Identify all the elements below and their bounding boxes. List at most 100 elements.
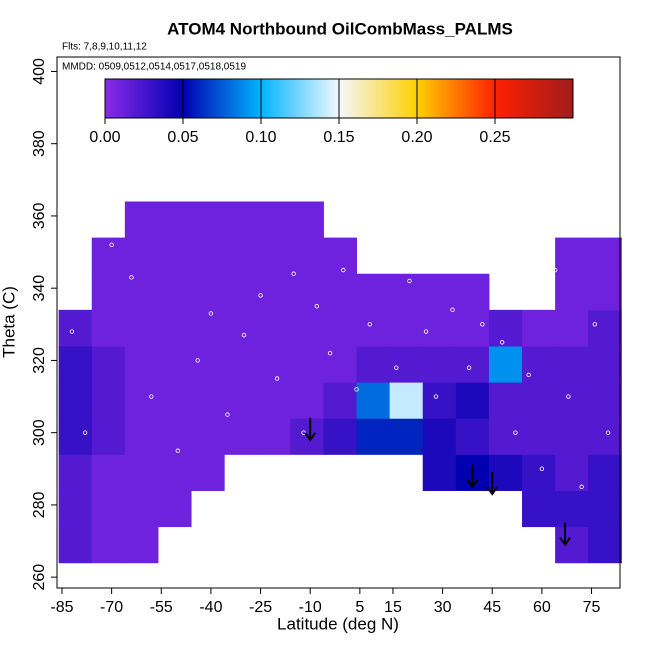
- heatmap-cell: [224, 237, 258, 275]
- y-tick-label: 360: [31, 202, 48, 229]
- heatmap-cell: [157, 237, 192, 275]
- heatmap-cell: [555, 273, 589, 311]
- heatmap-cell: [224, 345, 258, 383]
- heatmap-cell: [58, 526, 93, 564]
- x-tick-label: -55: [150, 599, 173, 616]
- heatmap-cell: [191, 382, 225, 419]
- heatmap-cell: [58, 418, 93, 455]
- heatmap-cell: [91, 526, 126, 564]
- flight-point: [499, 340, 505, 345]
- flight-point: [149, 394, 154, 399]
- heatmap-cell: [257, 201, 291, 239]
- heatmap-cell: [91, 273, 126, 311]
- heatmap-cell: [488, 345, 523, 383]
- colorbar-tick-label: 0.05: [167, 129, 198, 146]
- heatmap-cell: [555, 382, 589, 419]
- heatmap-cell: [290, 201, 324, 239]
- flight-point: [480, 322, 485, 327]
- flight-point: [241, 332, 247, 338]
- flight-point: [526, 372, 531, 378]
- heatmap-cell: [224, 201, 258, 239]
- heatmap-cell: [124, 273, 159, 311]
- heatmap-cell: [522, 345, 556, 383]
- flight-point: [129, 275, 134, 280]
- flight-point: [341, 267, 346, 273]
- heatmap-cell: [455, 309, 490, 347]
- flight-point: [433, 394, 439, 399]
- heatmap-cell: [422, 273, 457, 311]
- heatmap-cell: [91, 418, 126, 455]
- heatmap-cell: [58, 345, 93, 383]
- heatmap-cell: [588, 382, 622, 419]
- heatmap-cell: [191, 201, 225, 239]
- flight-point: [566, 394, 571, 399]
- heatmap-cell: [124, 345, 159, 383]
- heatmap-cell: [224, 273, 258, 311]
- heatmap-cell: [588, 309, 622, 347]
- x-tick-label: 75: [583, 599, 601, 616]
- heatmap-cell: [488, 418, 523, 455]
- y-tick-label: 300: [31, 419, 48, 446]
- heatmap-cell: [555, 237, 589, 275]
- heatmap-cell: [323, 273, 358, 311]
- heatmap-cell: [488, 309, 523, 347]
- flight-point: [539, 466, 545, 471]
- heatmap-cell: [588, 454, 622, 491]
- flight-point: [82, 430, 88, 435]
- heatmap-cell: [290, 237, 324, 275]
- flight-point: [291, 271, 296, 276]
- heatmap-cell: [356, 418, 391, 455]
- heatmap-cell: [91, 382, 126, 419]
- flight-point: [552, 267, 558, 273]
- x-tick-label: 5: [355, 599, 364, 616]
- x-tick-label: 45: [483, 599, 501, 616]
- flight-point: [301, 430, 306, 435]
- heatmap-cell: [290, 273, 324, 311]
- heatmap-cell: [588, 273, 622, 311]
- heatmap-cell: [422, 382, 457, 419]
- heatmap-cell: [58, 382, 93, 419]
- flight-point: [579, 484, 584, 490]
- heatmap-cell: [522, 418, 556, 455]
- plot-frame: [56, 56, 621, 589]
- heatmap-cell: [323, 309, 358, 347]
- arrow: [559, 522, 571, 547]
- flight-point: [367, 322, 372, 327]
- heatmap-cell: [157, 201, 192, 239]
- heatmap-cell: [157, 382, 192, 419]
- heatmap-cell: [422, 418, 457, 455]
- y-tick-label: 280: [31, 491, 48, 518]
- heatmap-cell: [124, 418, 159, 455]
- heatmap-cell: [588, 345, 622, 383]
- x-tick-label: 30: [434, 599, 452, 616]
- heatmap-cell: [522, 382, 556, 419]
- heatmap-cell: [455, 382, 490, 419]
- heatmap-cell: [191, 418, 225, 455]
- heatmap-cell: [157, 309, 192, 347]
- flight-point: [69, 329, 75, 334]
- heatmap-cell: [124, 490, 159, 528]
- x-tick-label: 15: [384, 599, 402, 616]
- y-tick-label: 260: [31, 564, 48, 591]
- y-tick-label: 400: [31, 58, 48, 85]
- heatmap-cell: [555, 345, 589, 383]
- heatmap-cell: [389, 418, 424, 455]
- heatmap-cell: [323, 345, 358, 383]
- heatmap-cell: [91, 345, 126, 383]
- heatmap-cell: [157, 418, 192, 455]
- flight-point: [175, 448, 181, 453]
- heatmap-cell: [124, 382, 159, 419]
- flight-point: [314, 304, 320, 309]
- y-tick-label: 320: [31, 347, 48, 374]
- heatmap-cell: [91, 490, 126, 528]
- heatmap-cell: [356, 345, 391, 383]
- chart-title: ATOM4 Northbound OilCombMass_PALMS: [167, 19, 513, 38]
- heatmap-cell: [58, 309, 93, 347]
- heatmap-cell: [389, 273, 424, 311]
- heatmap-cell: [157, 345, 192, 383]
- heatmap-cell: [224, 309, 258, 347]
- heatmap-cell: [191, 345, 225, 383]
- flight-point: [354, 387, 359, 392]
- colorbar-tick-label: 0.15: [323, 129, 354, 146]
